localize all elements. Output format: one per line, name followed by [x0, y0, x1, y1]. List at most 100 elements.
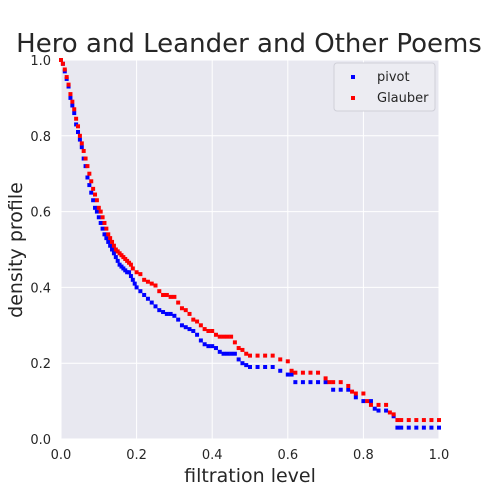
pivot-point	[399, 425, 404, 430]
pivot-point	[221, 351, 226, 356]
pivot-point	[248, 364, 252, 369]
glauber-point	[76, 124, 81, 129]
glauber-point	[85, 164, 90, 169]
pivot-point	[206, 344, 211, 349]
pivot-point	[85, 175, 90, 180]
pivot-point	[232, 351, 237, 356]
pivot-point	[113, 255, 118, 260]
glauber-point	[327, 380, 332, 385]
glauber-point	[202, 327, 207, 332]
pivot-point	[229, 351, 234, 356]
pivot-point	[153, 304, 158, 309]
glauber-point	[179, 306, 184, 311]
pivot-point	[240, 361, 245, 366]
pivot-point	[217, 349, 222, 354]
glauber-point	[68, 92, 73, 97]
pivot-point	[130, 277, 135, 282]
x-axis-label: filtration level	[184, 465, 316, 487]
glauber-point	[399, 418, 404, 423]
pivot-point	[108, 243, 113, 248]
glauber-point	[87, 171, 92, 176]
glauber-point	[70, 99, 75, 104]
glauber-point	[93, 192, 98, 197]
pivot-point	[149, 300, 154, 305]
glauber-point	[66, 82, 71, 87]
glauber-point	[350, 389, 355, 394]
glauber-point	[244, 351, 249, 356]
glauber-point	[164, 292, 169, 297]
y-tick-label: 1.0	[30, 54, 51, 69]
pivot-point	[168, 311, 173, 316]
pivot-point	[176, 317, 181, 322]
pivot-point	[346, 387, 351, 392]
glauber-point	[391, 412, 396, 417]
pivot-point	[421, 425, 426, 430]
glauber-point	[94, 198, 99, 203]
glauber-point	[183, 308, 188, 313]
glauber-point	[263, 353, 268, 358]
pivot-point	[98, 220, 103, 225]
pivot-point	[164, 311, 169, 316]
glauber-point	[172, 294, 177, 299]
glauber-point	[142, 277, 147, 282]
y-axis-label: density profile	[5, 182, 27, 318]
pivot-point	[161, 310, 166, 315]
pivot-point	[368, 399, 373, 404]
pivot-point	[138, 289, 143, 294]
glauber-point	[79, 141, 84, 146]
pivot-point	[110, 247, 115, 252]
pivot-point	[87, 183, 92, 188]
glauber-point	[130, 266, 135, 271]
glauber-point	[395, 418, 400, 423]
pivot-point	[213, 346, 218, 351]
y-axis-ticks: 0.0 0.2 0.4 0.6 0.8 1.0	[30, 54, 51, 448]
glauber-point	[149, 281, 154, 286]
glauber-point	[102, 220, 107, 225]
glauber-point	[300, 370, 305, 375]
legend-marker-glauber	[351, 96, 355, 100]
glauber-point	[376, 402, 381, 407]
glauber-point	[100, 215, 105, 220]
y-tick-label: 0.4	[30, 281, 51, 296]
pivot-point	[179, 323, 184, 328]
glauber-point	[387, 410, 392, 415]
pivot-point	[429, 425, 434, 430]
pivot-point	[210, 344, 215, 349]
x-tick-label: 1.0	[429, 448, 450, 463]
pivot-point	[94, 209, 99, 214]
pivot-point	[96, 215, 101, 220]
glauber-point	[157, 289, 162, 294]
pivot-point	[115, 258, 120, 263]
glauber-point	[293, 370, 298, 375]
glauber-point	[108, 236, 113, 241]
glauber-point	[191, 317, 196, 322]
pivot-point	[372, 406, 377, 411]
glauber-point	[60, 61, 65, 66]
legend-label-pivot: pivot	[377, 70, 410, 85]
glauber-point	[236, 346, 241, 351]
pivot-point	[414, 425, 419, 430]
x-tick-label: 0.2	[126, 448, 147, 463]
glauber-point	[365, 399, 370, 404]
pivot-point	[191, 328, 196, 333]
y-tick-label: 0.8	[30, 130, 51, 145]
glauber-point	[270, 353, 275, 358]
pivot-point	[79, 145, 84, 150]
glauber-point	[331, 380, 336, 385]
pivot-point	[270, 364, 275, 369]
glauber-point	[62, 67, 67, 72]
glauber-point	[81, 148, 86, 153]
x-tick-label: 0.0	[51, 448, 72, 463]
glauber-point	[240, 347, 245, 352]
pivot-point	[100, 226, 105, 231]
pivot-point	[285, 372, 290, 377]
pivot-point	[331, 387, 336, 392]
pivot-point	[263, 364, 268, 369]
glauber-point	[91, 186, 96, 191]
pivot-point	[134, 285, 139, 290]
pivot-point	[308, 380, 313, 385]
pivot-point	[195, 332, 200, 337]
pivot-point	[338, 387, 343, 392]
pivot-point	[244, 363, 249, 368]
glauber-point	[210, 328, 215, 333]
